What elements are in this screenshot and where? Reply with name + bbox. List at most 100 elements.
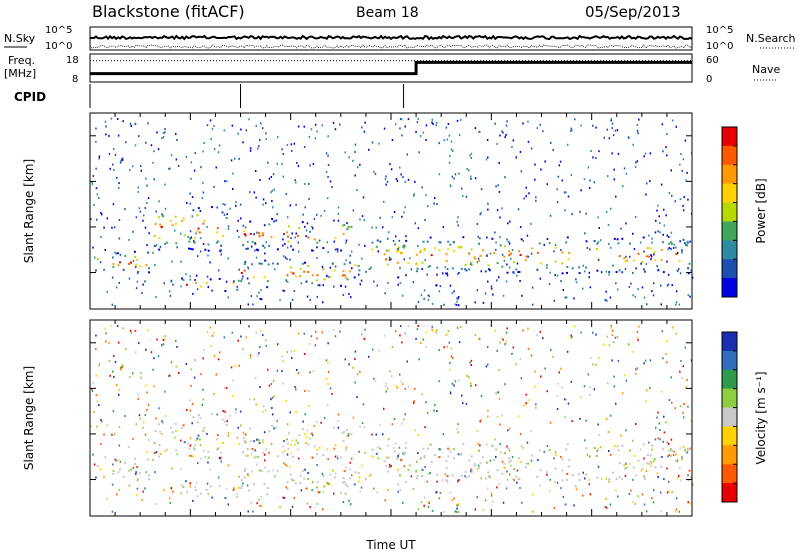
velocity-echo bbox=[580, 331, 582, 334]
power-echo bbox=[399, 281, 402, 284]
power-echo bbox=[103, 226, 105, 229]
power-echo bbox=[427, 298, 430, 301]
velocity-echo bbox=[449, 361, 451, 364]
velocity-echo bbox=[116, 493, 118, 496]
power-echo bbox=[506, 120, 508, 123]
velocity-echo bbox=[244, 467, 247, 470]
power-echo bbox=[623, 167, 626, 170]
velocity-echo bbox=[234, 364, 236, 367]
power-echo bbox=[187, 235, 190, 238]
velocity-echo bbox=[564, 416, 566, 419]
velocity-echo bbox=[294, 443, 296, 446]
power-echo bbox=[117, 264, 120, 267]
power-echo bbox=[309, 230, 311, 233]
velocity-echo bbox=[258, 439, 260, 442]
power-echo bbox=[142, 219, 144, 222]
power-echo bbox=[544, 160, 546, 163]
power-echo bbox=[239, 203, 242, 206]
velocity-echo bbox=[240, 424, 242, 427]
power-echo bbox=[612, 134, 615, 137]
velocity-echo bbox=[307, 478, 310, 480]
power-echo bbox=[309, 299, 311, 301]
velocity-echo bbox=[281, 370, 283, 373]
velocity-echo bbox=[451, 474, 454, 477]
velocity-echo bbox=[153, 452, 156, 454]
velocity-echo bbox=[104, 327, 107, 330]
power-echo bbox=[598, 150, 600, 153]
power-echo bbox=[145, 141, 147, 144]
power-echo bbox=[538, 242, 541, 245]
power-echo bbox=[119, 253, 122, 256]
colorbar-swatch bbox=[722, 127, 737, 147]
power-echo bbox=[520, 238, 523, 241]
power-echo bbox=[158, 248, 161, 251]
power-echo bbox=[679, 198, 682, 201]
power-echo bbox=[245, 129, 248, 132]
power-echo bbox=[191, 215, 193, 218]
velocity-echo bbox=[213, 392, 215, 395]
power-echo bbox=[464, 263, 467, 266]
power-echo bbox=[447, 123, 450, 125]
power-echo bbox=[181, 219, 184, 222]
power-echo bbox=[612, 264, 615, 267]
velocity-echo bbox=[349, 477, 352, 480]
colorbar-swatch bbox=[722, 464, 737, 484]
velocity-echo bbox=[346, 435, 348, 438]
velocity-echo bbox=[108, 359, 111, 362]
power-echo bbox=[282, 289, 284, 292]
power-echo bbox=[154, 223, 157, 225]
velocity-echo bbox=[239, 410, 242, 413]
power-echo bbox=[334, 265, 337, 268]
power-echo bbox=[451, 149, 454, 152]
velocity-echo bbox=[643, 362, 645, 365]
power-echo bbox=[592, 124, 594, 127]
power-echo bbox=[285, 193, 288, 196]
power-echo bbox=[321, 124, 323, 127]
velocity-echo bbox=[277, 343, 279, 346]
velocity-echo bbox=[244, 441, 247, 444]
velocity-echo bbox=[465, 476, 468, 479]
power-echo bbox=[561, 179, 563, 182]
power-echo bbox=[560, 249, 562, 251]
velocity-echo bbox=[137, 478, 139, 481]
power-echo bbox=[284, 256, 287, 259]
velocity-echo bbox=[583, 385, 586, 388]
velocity-echo bbox=[357, 373, 359, 376]
power-echo bbox=[174, 222, 177, 225]
velocity-echo bbox=[316, 502, 318, 505]
power-echo bbox=[192, 209, 195, 212]
velocity-echo bbox=[161, 344, 163, 347]
velocity-echo bbox=[439, 492, 442, 495]
velocity-echo bbox=[236, 436, 239, 439]
velocity-echo bbox=[282, 451, 284, 454]
power-echo bbox=[410, 268, 413, 271]
velocity-echo bbox=[162, 422, 164, 425]
velocity-echo bbox=[282, 445, 284, 448]
velocity-echo bbox=[499, 443, 501, 446]
velocity-echo bbox=[224, 387, 226, 390]
power-echo bbox=[333, 240, 336, 243]
velocity-echo bbox=[91, 390, 94, 393]
velocity-echo bbox=[396, 468, 399, 471]
velocity-echo bbox=[187, 442, 190, 445]
velocity-echo bbox=[387, 444, 389, 447]
power-echo bbox=[597, 216, 599, 219]
velocity-echo bbox=[253, 440, 255, 443]
velocity-echo bbox=[454, 380, 457, 383]
velocity-echo bbox=[509, 459, 512, 462]
power-echo bbox=[137, 186, 140, 189]
velocity-echo bbox=[113, 355, 115, 357]
power-echo bbox=[316, 130, 318, 133]
power-echo bbox=[96, 218, 98, 221]
velocity-echo bbox=[282, 462, 285, 465]
velocity-echo bbox=[311, 489, 313, 492]
velocity-echo bbox=[180, 467, 182, 470]
velocity-echo bbox=[687, 501, 689, 504]
velocity-echo bbox=[281, 355, 283, 358]
velocity-echo bbox=[147, 404, 150, 407]
velocity-echo bbox=[645, 470, 648, 472]
power-echo bbox=[256, 295, 258, 298]
freq-tick-low: 8 bbox=[72, 74, 78, 85]
velocity-echo bbox=[118, 444, 121, 447]
power-echo bbox=[95, 167, 97, 170]
